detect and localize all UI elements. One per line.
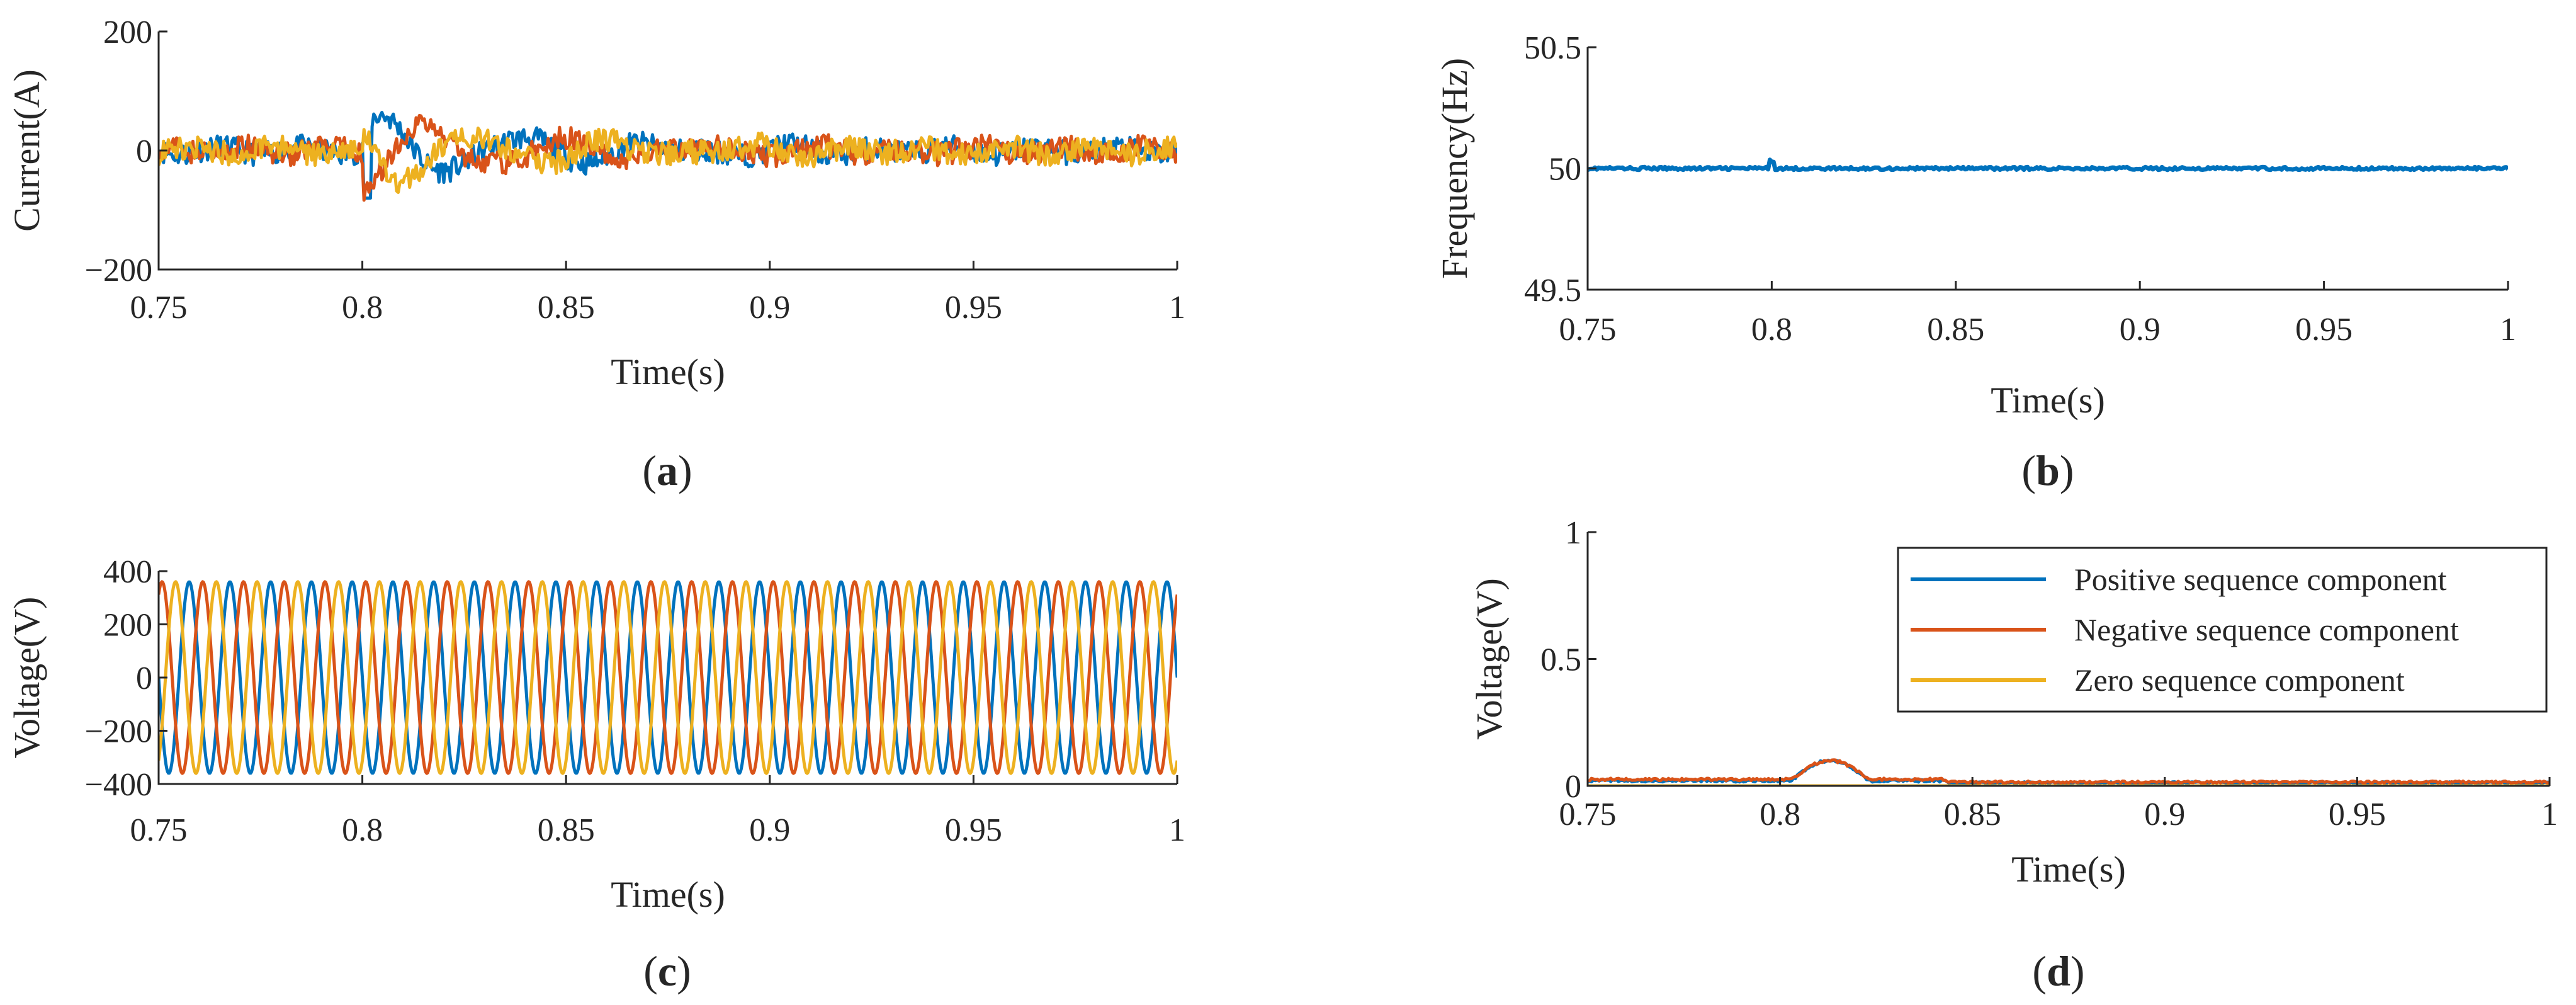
x-axis-label: Time(s) [1991,380,2105,421]
legend-label: Negative sequence component [2074,612,2459,647]
y-axis-label: Voltage(V) [6,597,47,759]
plot-area [159,580,1177,775]
y-axis-label: Voltage(V) [1469,578,1510,740]
y-tick-label: 1 [1565,515,1581,551]
y-tick-label: 0 [1565,769,1581,805]
plot-area [1588,157,2508,173]
x-tick-label: 0.9 [2120,312,2161,348]
y-tick-label: 50.5 [1524,30,1581,66]
x-tick-label: 0.95 [2295,312,2353,348]
x-tick-label: 0.95 [2329,797,2386,832]
x-tick-label: 0.8 [342,290,383,326]
x-tick-label: 1 [2541,797,2558,832]
x-tick-label: 0.9 [749,290,790,326]
voltage-series-line [159,580,1177,775]
x-tick-label: 0.85 [538,812,595,848]
y-tick-label: 0.5 [1540,642,1581,678]
x-tick-label: 0.75 [1559,312,1617,348]
x-tick-label: 0.75 [130,812,188,848]
panel-caption: (a) [642,446,692,494]
y-tick-label: 0 [136,661,152,696]
x-tick-label: 0.85 [1944,797,2001,832]
x-tick-label: 0.9 [2144,797,2185,832]
x-tick-label: 0.8 [1751,312,1792,348]
y-tick-label: 200 [103,14,152,50]
sequence-series-line [1588,758,2550,785]
x-tick-label: 0.85 [538,290,595,326]
x-tick-label: 0.8 [342,812,383,848]
panel-caption: (c) [643,947,691,995]
x-tick-label: 0.75 [130,290,188,326]
y-tick-label: −400 [85,767,152,803]
x-tick-label: 0.95 [945,290,1002,326]
x-tick-label: 1 [1169,812,1185,848]
y-tick-label: −200 [85,253,152,288]
x-tick-label: 1 [2500,312,2516,348]
panel-b-frequency: 0.75 0.8 0.85 0.9 0.95 1 49.5 50 50.5 Time(s) Freq… [1434,30,2516,494]
y-tick-label: 49.5 [1524,273,1581,309]
y-tick-label: 50 [1549,152,1581,188]
panel-a-current: 0.75 0.8 0.85 0.9 0.95 1 −200 0 200 Time(s) Curren… [6,14,1185,494]
frequency-series-line [1588,157,2508,173]
x-tick-label: 0.75 [1559,797,1617,832]
legend-label: Positive sequence component [2074,562,2447,597]
y-axis-label: Frequency(Hz) [1434,58,1475,279]
legend: Positive sequence component Negative sequ… [1897,547,2548,713]
panel-c-voltage: 0.75 0.8 0.85 0.9 0.95 1 −400 −200 0 200 400 Time(s… [6,554,1185,995]
x-tick-label: 0.9 [749,812,790,848]
y-tick-label: 0 [136,133,152,169]
panel-caption: (b) [2021,446,2074,494]
panel-caption: (d) [2032,947,2084,995]
y-tick-label: 200 [103,608,152,644]
x-axis-label: Time(s) [2011,849,2126,890]
y-tick-label: −200 [85,714,152,750]
voltage-series-line [159,580,1177,775]
x-tick-label: 0.85 [1927,312,1984,348]
current-series-line [159,127,1177,194]
x-axis-label: Time(s) [611,874,725,915]
plot-area [1588,758,2550,786]
legend-label: Zero sequence component [2074,662,2405,698]
voltage-series-line [159,580,1177,775]
y-axis-label: Current(A) [6,69,47,232]
x-tick-label: 0.95 [945,812,1002,848]
panel-d-sequence-voltage: 0.75 0.8 0.85 0.9 0.95 1 0 0.5 1 Time(s) Voltage(V… [1469,515,2558,995]
x-axis-label: Time(s) [611,351,725,392]
y-tick-label: 400 [103,554,152,590]
x-tick-label: 0.8 [1760,797,1800,832]
x-tick-label: 1 [1169,290,1185,326]
plot-area [159,111,1177,202]
